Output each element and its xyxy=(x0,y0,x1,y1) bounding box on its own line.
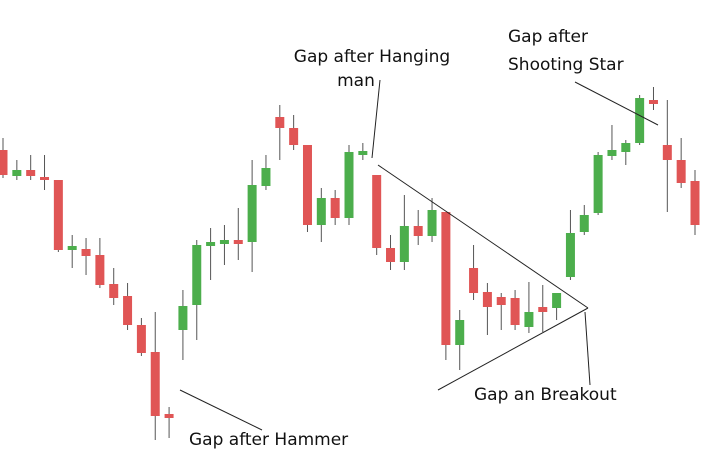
candle-body xyxy=(579,215,589,232)
candle-body xyxy=(192,245,202,305)
pointer-line xyxy=(574,81,659,126)
candle-body xyxy=(40,177,50,180)
pointer-line xyxy=(179,389,263,431)
candle-body xyxy=(635,98,645,143)
candle-body xyxy=(123,296,133,325)
candle-body xyxy=(330,198,340,218)
candle-body xyxy=(81,249,91,256)
candle-body xyxy=(302,145,312,225)
candle-body xyxy=(358,151,368,155)
candle-body xyxy=(233,240,243,244)
candle-body xyxy=(12,170,22,176)
candle-body xyxy=(496,297,506,305)
candle-body xyxy=(219,240,229,244)
candle-body xyxy=(607,150,617,156)
candle-body xyxy=(469,268,479,293)
candle-body xyxy=(510,298,520,325)
candle-body xyxy=(344,152,354,218)
candle-body xyxy=(95,255,105,285)
candle-body xyxy=(455,320,465,345)
pointer-line xyxy=(371,79,381,159)
candle-body xyxy=(399,226,409,262)
annotation: Gap after Hanging xyxy=(294,47,450,67)
candle-body xyxy=(441,212,451,345)
candle-body xyxy=(538,307,548,312)
candle-body xyxy=(109,284,119,298)
candle-body xyxy=(413,226,423,236)
candle-body xyxy=(621,143,631,152)
annotation: Gap after xyxy=(508,27,588,47)
triangle-upper-line xyxy=(377,164,589,309)
candle-body xyxy=(372,175,382,248)
candle-body xyxy=(164,414,174,418)
candle-body xyxy=(53,180,63,250)
candle-body xyxy=(427,210,437,236)
candle-body xyxy=(150,352,160,416)
candles xyxy=(0,87,700,440)
annotation: Gap after Hammer xyxy=(189,430,348,450)
candle-body xyxy=(178,306,188,330)
candle-body xyxy=(136,325,146,353)
candle-body xyxy=(386,248,396,262)
annotation: man xyxy=(337,71,375,91)
candle-body xyxy=(275,117,285,128)
candle-body xyxy=(524,312,534,327)
annotation: Gap an Breakout xyxy=(474,385,617,405)
candle-body xyxy=(289,128,299,145)
candle-body xyxy=(316,198,326,225)
candle-body xyxy=(482,292,492,307)
triangle-lower-line xyxy=(437,307,589,391)
annotation: Shooting Star xyxy=(508,55,624,75)
candle-body xyxy=(67,246,77,250)
candle-body xyxy=(676,160,686,183)
candle-body xyxy=(565,233,575,277)
candle-body xyxy=(0,150,8,175)
candle-body xyxy=(552,293,562,308)
candle-body xyxy=(690,181,700,225)
candle-body xyxy=(247,185,257,242)
candle-body xyxy=(662,145,672,160)
candle-body xyxy=(26,170,36,176)
candle-body xyxy=(593,155,603,213)
candle-body xyxy=(648,100,658,104)
candle-body xyxy=(206,242,216,246)
candle-body xyxy=(261,168,271,186)
pointer-line xyxy=(584,311,591,386)
